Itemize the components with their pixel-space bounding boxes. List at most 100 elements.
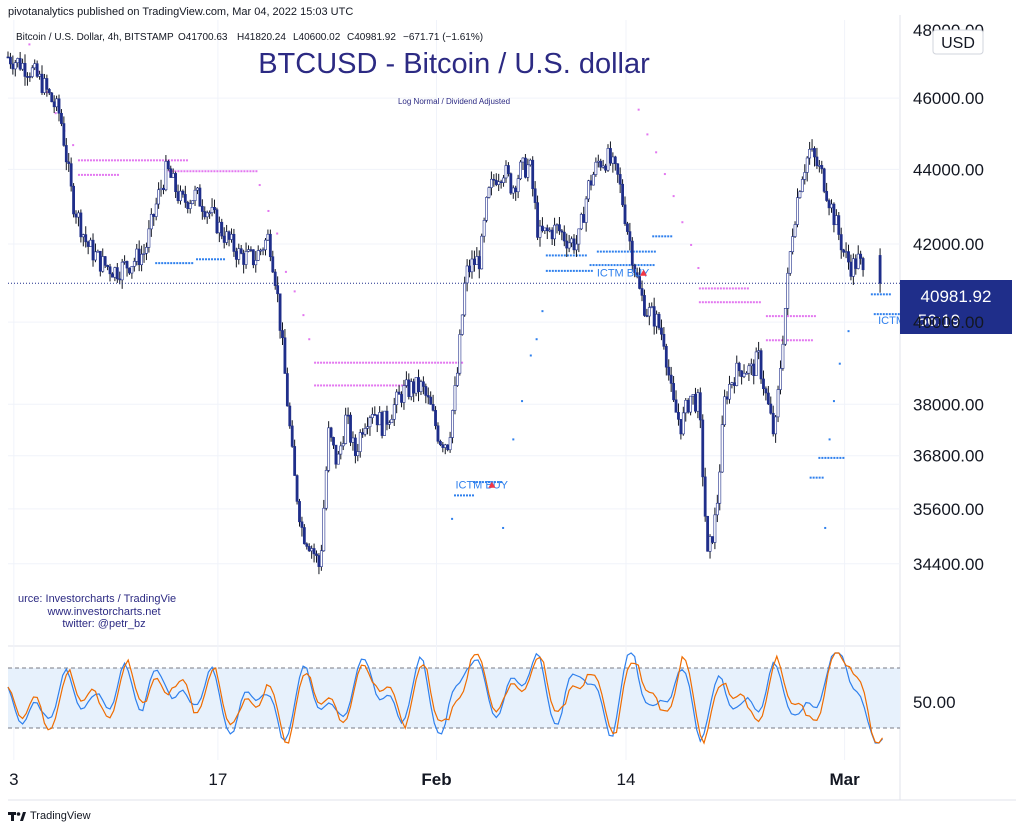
candle-up <box>149 213 153 230</box>
support-dot <box>575 269 578 272</box>
candle-down <box>283 337 287 374</box>
resistance-dot <box>134 159 137 162</box>
candle-up <box>378 412 382 426</box>
support-dot <box>475 481 478 484</box>
candle-down <box>295 475 299 502</box>
candle-down <box>220 221 224 237</box>
resistance-dot <box>140 159 143 162</box>
resistance-dot <box>335 384 338 387</box>
support-dot <box>891 313 894 316</box>
currency-button[interactable] <box>932 29 984 55</box>
trailing-stop-dot <box>838 362 841 365</box>
resistance-dot <box>368 361 371 364</box>
resistance-dot <box>446 361 449 364</box>
trailing-stop-dot <box>258 184 261 187</box>
candle-down <box>698 392 702 421</box>
candle-up <box>718 471 722 504</box>
candle-up <box>460 314 464 335</box>
resistance-dot <box>710 301 713 304</box>
support-dot <box>610 264 613 267</box>
resistance-dot <box>161 159 164 162</box>
candle-up <box>538 225 542 238</box>
candle-up <box>21 63 24 70</box>
resistance-dot <box>716 287 719 290</box>
candle-up <box>191 200 195 204</box>
candle-down <box>822 168 826 192</box>
candle-down <box>84 234 88 243</box>
candle-down <box>334 444 338 465</box>
candle-down <box>222 235 226 243</box>
support-dot <box>155 262 158 265</box>
support-dot <box>601 264 604 267</box>
support-dot <box>623 250 626 253</box>
candle-up <box>504 165 508 179</box>
trailing-stop-dot <box>663 173 666 176</box>
resistance-dot <box>743 301 746 304</box>
candle-down <box>375 414 379 426</box>
candle-down <box>565 240 569 249</box>
resistance-dot <box>774 339 777 342</box>
candle-up <box>793 224 797 237</box>
candle-up <box>456 372 459 386</box>
resistance-dot <box>449 361 452 364</box>
candle-up <box>120 261 124 281</box>
candle-down <box>234 251 238 260</box>
resistance-dot <box>180 170 183 173</box>
resistance-dot <box>219 170 222 173</box>
trailing-stop-dot <box>72 144 75 147</box>
candle-up <box>579 214 583 230</box>
support-dot <box>664 235 667 238</box>
publisher-line: pivotanalytics published on TradingView.… <box>8 6 354 18</box>
resistance-dot <box>207 170 210 173</box>
candle-down <box>290 425 294 447</box>
currency-label[interactable]: USD <box>941 35 975 52</box>
candle-down <box>473 258 476 265</box>
candle-up <box>485 197 488 221</box>
support-dot <box>454 494 456 497</box>
support-dot <box>560 269 563 272</box>
tradingview-brand[interactable]: TradingView <box>8 810 91 822</box>
candle-down <box>227 231 231 240</box>
candle-down <box>509 173 513 194</box>
resistance-dot <box>341 384 344 387</box>
candle-down <box>827 200 831 209</box>
resistance-dot <box>356 384 359 387</box>
candle-down <box>446 444 450 451</box>
candle-up <box>596 160 600 163</box>
resistance-dot <box>77 159 80 162</box>
support-dot <box>821 456 824 459</box>
resistance-dot <box>320 361 323 364</box>
candle-up <box>735 362 739 386</box>
last-price-label: 40981.92 <box>921 287 992 306</box>
candle-down <box>181 190 185 195</box>
resistance-dot <box>335 361 338 364</box>
candle-down <box>91 239 95 261</box>
candle-down <box>660 327 663 335</box>
candle-down <box>6 56 10 59</box>
resistance-dot <box>317 361 320 364</box>
candle-down <box>329 427 333 438</box>
support-dot <box>611 250 614 253</box>
support-dot <box>653 250 656 253</box>
candle-down <box>361 432 365 435</box>
candle-up <box>747 365 751 374</box>
support-dot <box>830 456 833 459</box>
resistance-dot <box>795 315 798 318</box>
resistance-dot <box>380 361 383 364</box>
candle-down <box>431 404 435 411</box>
resistance-dot <box>362 384 365 387</box>
resistance-dot <box>746 301 749 304</box>
support-dot <box>632 250 635 253</box>
support-dot <box>596 250 599 253</box>
candle-down <box>108 266 112 275</box>
candle-down <box>703 476 707 517</box>
trailing-stop-dot <box>828 438 831 441</box>
candle-down <box>373 414 377 416</box>
candle-up <box>130 266 134 274</box>
trailing-stop-dot <box>832 400 835 403</box>
resistance-dot <box>786 315 789 318</box>
support-dot <box>590 269 593 272</box>
candle-down <box>558 224 561 232</box>
resistance-dot <box>171 170 174 173</box>
